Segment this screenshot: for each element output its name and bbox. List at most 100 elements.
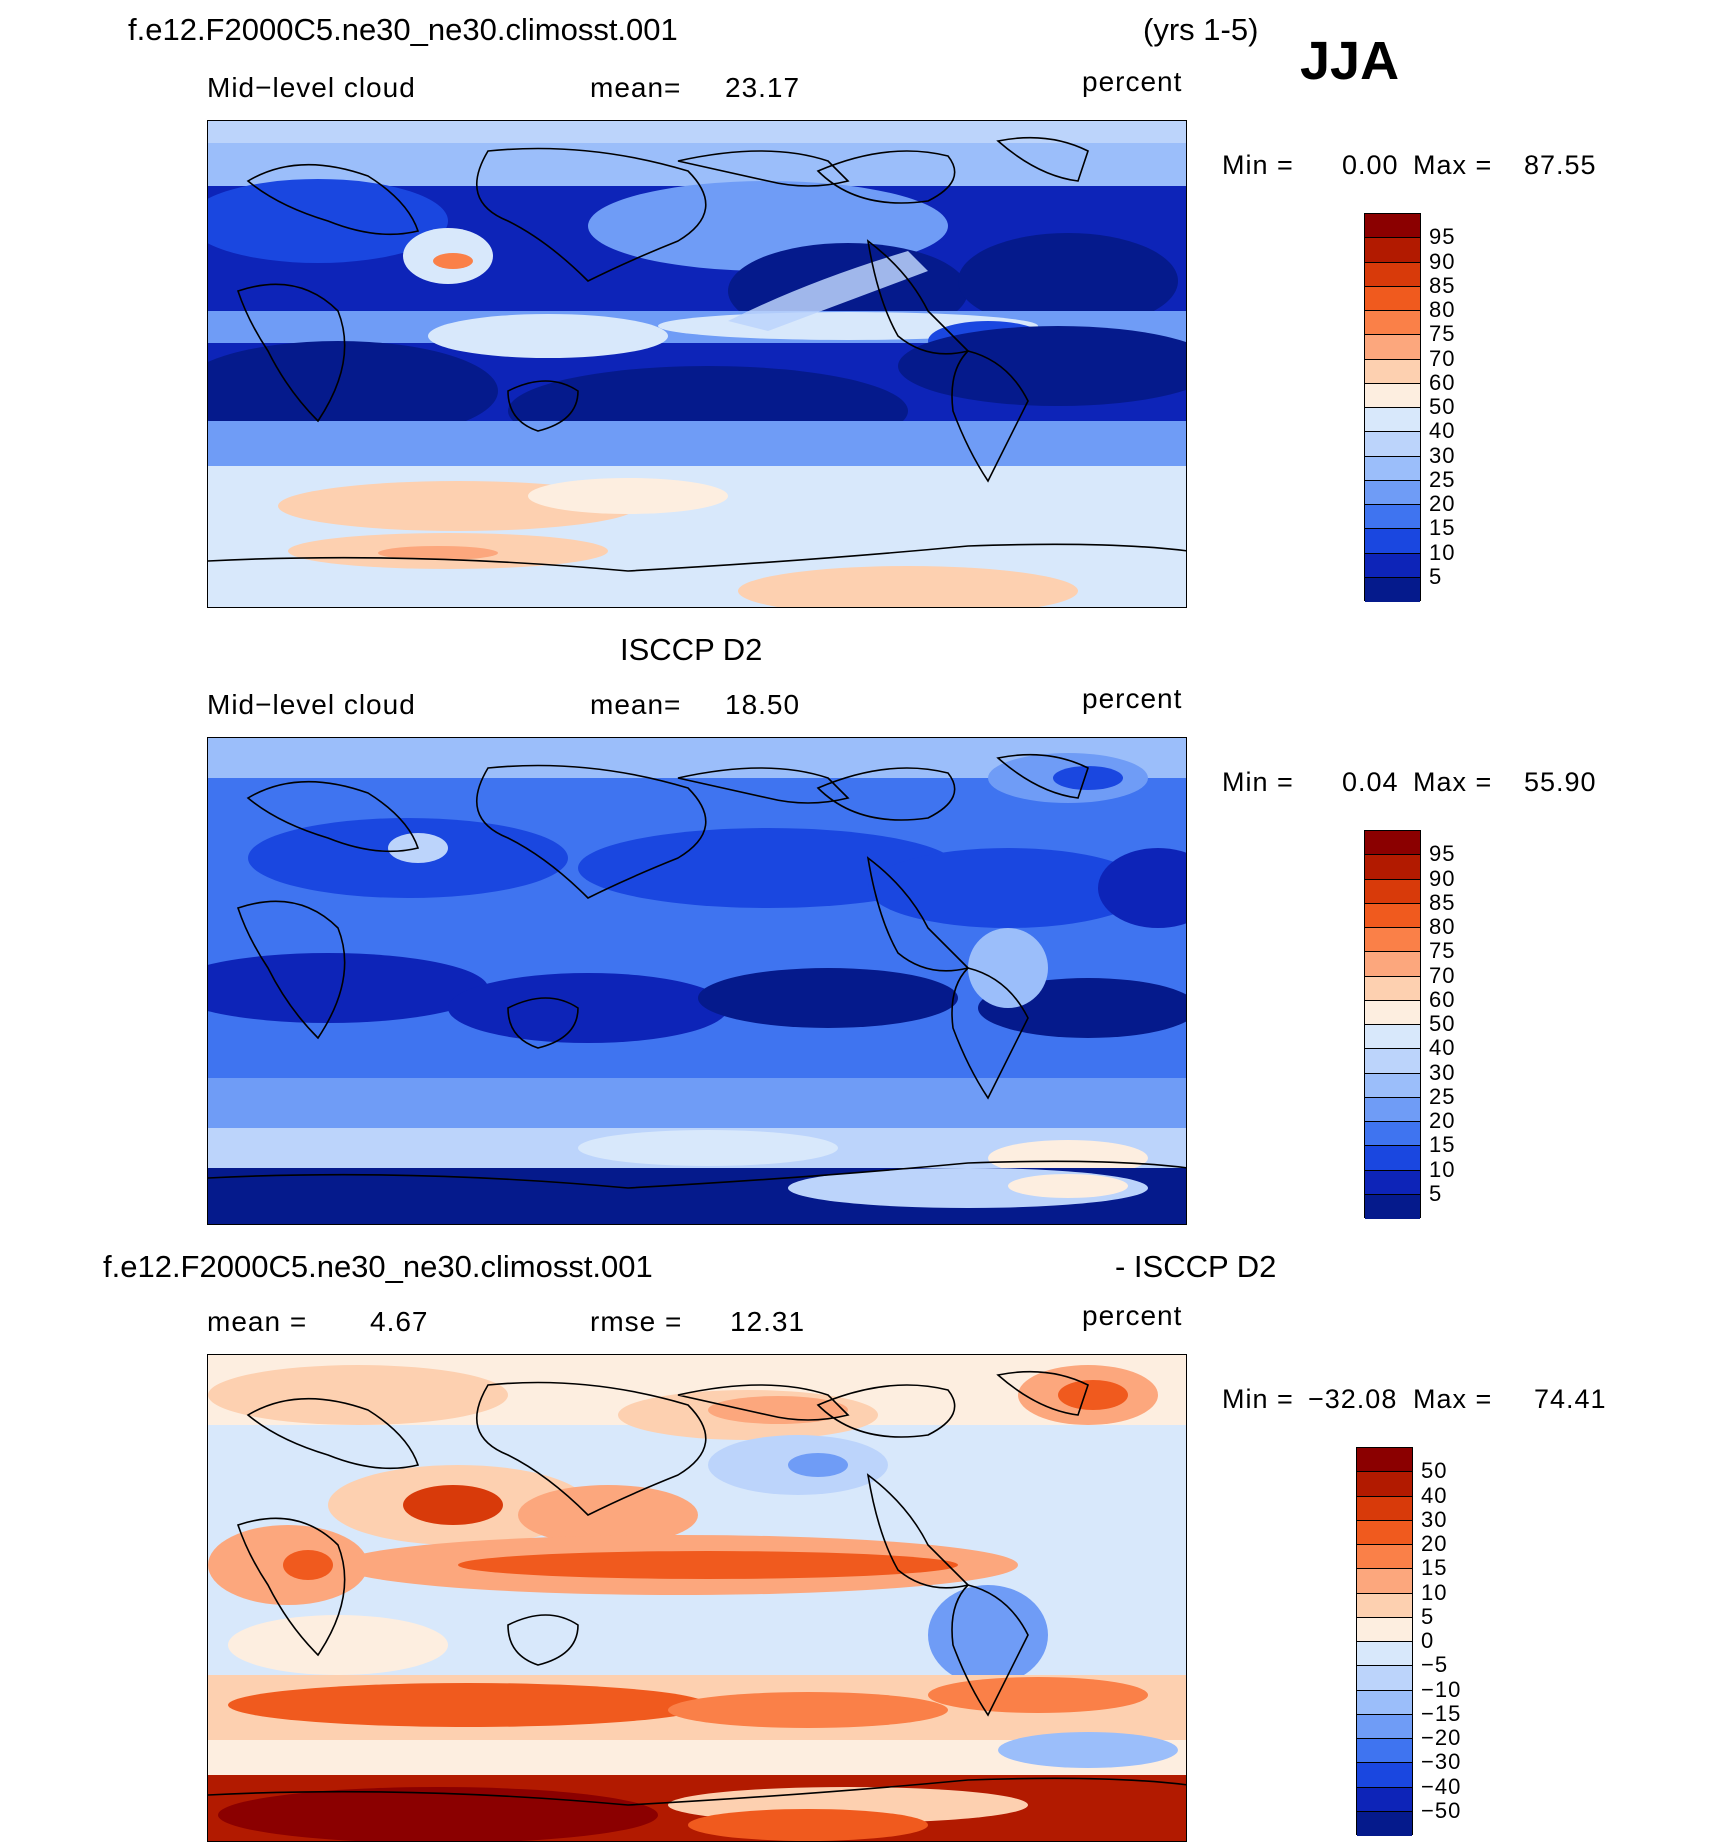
panel3-contour-field	[208, 1355, 1186, 1841]
panel1-colorbar-tick-label: 40	[1429, 418, 1456, 444]
panel1-colorbar-tick-label: 20	[1429, 491, 1456, 516]
panel2-colorbar-tick-label: 40	[1429, 1035, 1456, 1061]
panel1-colorbar-cell	[1365, 238, 1420, 263]
panel3-colorbar-cell	[1357, 1642, 1412, 1667]
panel1-colorbar-tick-label: 75	[1429, 321, 1456, 347]
panel3-colorbar-cell	[1357, 1811, 1412, 1836]
panel3-min-value: −32.08	[1308, 1384, 1398, 1414]
panel3-mean-label: mean =	[207, 1306, 308, 1337]
panel2-max-value: 55.90	[1524, 767, 1597, 797]
panel3-colorbar-tick-label: 40	[1421, 1482, 1448, 1508]
panel1-colorbar-tick-label: 50	[1429, 394, 1456, 419]
panel2-colorbar-tick-label: 85	[1429, 889, 1456, 915]
panel2-colorbar-cell	[1365, 855, 1420, 880]
panel1-mean-value: 23.17	[725, 72, 801, 103]
panel1-colorbar-cell	[1365, 553, 1420, 578]
panel2-max-label: Max =	[1413, 767, 1493, 797]
panel2-colorbar-tick-label: 50	[1429, 1011, 1456, 1036]
panel2-colorbar-cell	[1365, 1122, 1420, 1147]
panel3-colorbar-tick-label: −40	[1421, 1773, 1462, 1799]
panel2-colorbar-tick-label: 5	[1429, 1180, 1443, 1206]
panel1-colorbar-cell	[1365, 577, 1420, 602]
panel1-colorbar-tick-label: 90	[1429, 248, 1456, 274]
panel1-colorbar-cell	[1365, 456, 1420, 481]
panel2-colorbar-tick-label: 10	[1429, 1156, 1456, 1182]
panel2-colorbar-cell	[1365, 1194, 1420, 1219]
panel3-colorbar-cell	[1357, 1496, 1412, 1521]
panel2-colorbar-cell	[1365, 1170, 1420, 1195]
panel3-colorbar-cell	[1357, 1593, 1412, 1618]
panel1-colorbar-cell	[1365, 383, 1420, 408]
panel1-colorbar-cell	[1365, 359, 1420, 384]
panel1-colorbar-cell	[1365, 335, 1420, 360]
panel3-colorbar-tick-label: 0	[1421, 1628, 1435, 1653]
panel3-colorbar-cell	[1357, 1666, 1412, 1691]
panel1-colorbar-tick-label: 15	[1429, 515, 1456, 541]
panel3-colorbar-tick-label: −50	[1421, 1797, 1462, 1823]
panel3-map	[207, 1354, 1187, 1842]
panel1-colorbar-tick-label: 85	[1429, 272, 1456, 298]
panel3-min-label: Min =	[1222, 1384, 1294, 1414]
panel3-colorbar-tick-label: 20	[1421, 1531, 1448, 1556]
panel3-max-label: Max =	[1413, 1384, 1493, 1414]
season-label: JJA	[1300, 31, 1400, 91]
panel2-colorbar-cell	[1365, 1049, 1420, 1074]
years-label: (yrs 1-5)	[1143, 12, 1259, 47]
panel2-colorbar-tick-label: 70	[1429, 962, 1456, 988]
panel1-colorbar	[1364, 213, 1421, 602]
panel3-colorbar-tick-label: −30	[1421, 1749, 1462, 1775]
panel3-colorbar-cell	[1357, 1569, 1412, 1594]
panel3-colorbar-cell	[1357, 1787, 1412, 1812]
panel2-colorbar-tick-label: 20	[1429, 1108, 1456, 1133]
panel3-colorbar-tick-label: 10	[1421, 1579, 1448, 1605]
panel3-colorbar-cell	[1357, 1714, 1412, 1739]
panel1-colorbar-tick-label: 80	[1429, 297, 1456, 322]
panel2-colorbar-cell	[1365, 879, 1420, 904]
panel3-colorbar-cell	[1357, 1617, 1412, 1642]
panel1-colorbar-tick-label: 60	[1429, 369, 1456, 395]
panel3-rmse-value: 12.31	[730, 1306, 806, 1337]
panel2-colorbar-cell	[1365, 1097, 1420, 1122]
panel2-mean-value: 18.50	[725, 689, 801, 720]
panel3-title-left: f.e12.F2000C5.ne30_ne30.climosst.001	[103, 1249, 653, 1284]
panel3-colorbar-cell	[1357, 1763, 1412, 1788]
panel1-colorbar-cell	[1365, 529, 1420, 554]
panel1-colorbar-tick-label: 95	[1429, 224, 1456, 250]
panel1-max-label: Max =	[1413, 150, 1493, 180]
panel1-mean-label: mean=	[590, 72, 682, 103]
panel3-colorbar-tick-label: −10	[1421, 1676, 1462, 1702]
panel3-rmse-label: rmse =	[590, 1306, 683, 1337]
panel1-min-value: 0.00	[1342, 150, 1399, 180]
panel1-colorbar-cell	[1365, 214, 1420, 239]
panel2-colorbar-tick-label: 80	[1429, 914, 1456, 939]
panel1-colorbar-cell	[1365, 408, 1420, 433]
panel2-colorbar-tick-label: 25	[1429, 1083, 1456, 1109]
panel3-colorbar-cell	[1357, 1739, 1412, 1764]
panel2-colorbar-tick-label: 30	[1429, 1059, 1456, 1085]
panel3-mean-value: 4.67	[370, 1306, 429, 1337]
panel3-colorbar-cell	[1357, 1472, 1412, 1497]
panel1-colorbar-tick-label: 25	[1429, 466, 1456, 492]
panel1-colorbar-cell	[1365, 286, 1420, 311]
panel1-colorbar-cell	[1365, 432, 1420, 457]
panel3-colorbar-tick-label: −15	[1421, 1700, 1462, 1726]
panel2-min-label: Min =	[1222, 767, 1294, 797]
panel3-colorbar-cell	[1357, 1448, 1412, 1473]
panel2-mean-label: mean=	[590, 689, 682, 720]
panel2-colorbar-tick-label: 90	[1429, 865, 1456, 891]
panel2-colorbar-cell	[1365, 952, 1420, 977]
panel2-title: ISCCP D2	[620, 632, 763, 667]
panel2-colorbar-tick-label: 15	[1429, 1132, 1456, 1158]
panel2-colorbar	[1364, 830, 1421, 1219]
panel3-colorbar-tick-label: 15	[1421, 1555, 1448, 1581]
panel2-colorbar-tick-label: 75	[1429, 938, 1456, 964]
panel2-colorbar-cell	[1365, 1025, 1420, 1050]
panel2-units: percent	[1082, 683, 1183, 714]
panel2-min-value: 0.04	[1342, 767, 1399, 797]
panel1-contour-field	[208, 121, 1186, 607]
panel2-colorbar-cell	[1365, 903, 1420, 928]
panel2-colorbar-tick-label: 60	[1429, 986, 1456, 1012]
panel2-colorbar-cell	[1365, 831, 1420, 856]
panel3-colorbar-tick-label: 5	[1421, 1603, 1435, 1629]
panel1-colorbar-cell	[1365, 262, 1420, 287]
